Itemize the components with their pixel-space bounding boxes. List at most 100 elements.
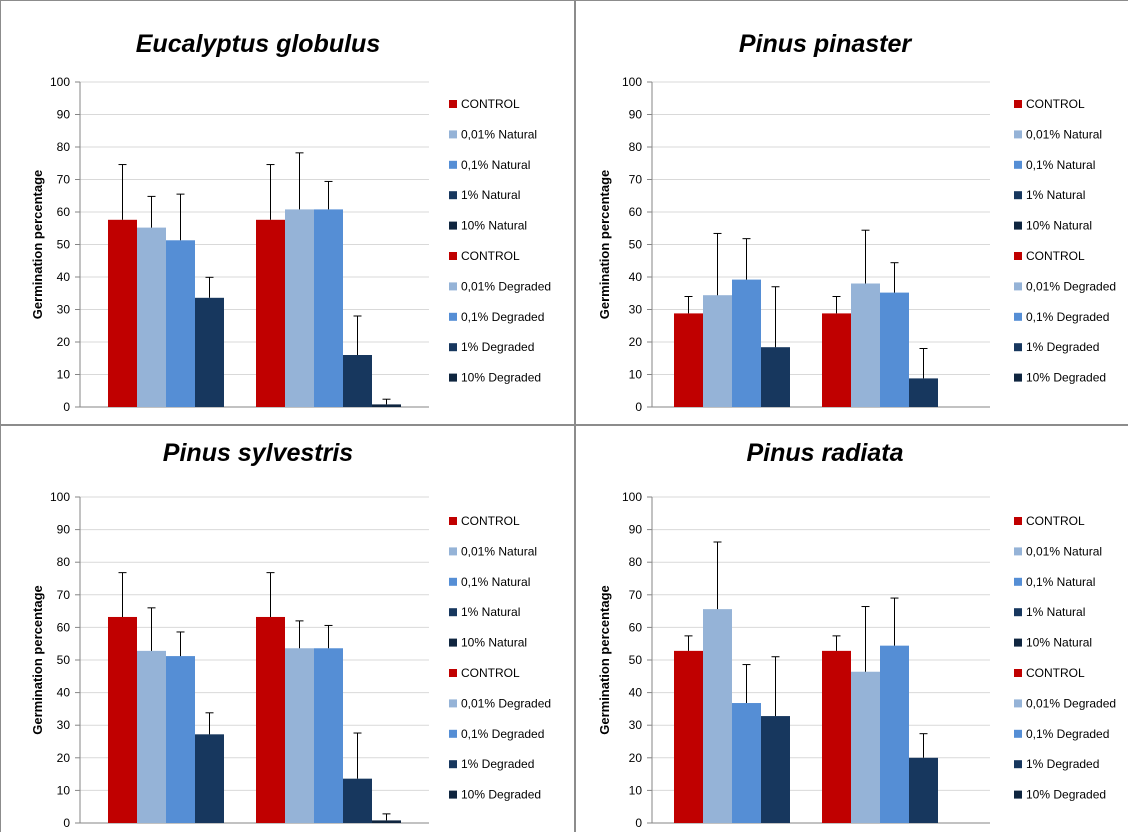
legend-swatch [1014, 669, 1022, 677]
bar [195, 297, 224, 407]
legend-label: CONTROL [1026, 666, 1085, 680]
legend-swatch [1014, 130, 1022, 139]
legend-label: 0,01% Natural [461, 544, 537, 558]
chart-panel-pinaster: Pinus pinaster 0 10 20 30 40 50 60 70 80 90 100 Germ… [575, 0, 1128, 424]
y-tick-label: 100 [50, 490, 70, 504]
y-tick-label: 80 [629, 140, 643, 154]
y-tick-label: 50 [57, 238, 71, 252]
legend-swatch [449, 221, 457, 230]
bar [285, 209, 314, 407]
bar [909, 378, 938, 407]
y-tick-label: 90 [629, 523, 643, 537]
legend-swatch [1014, 252, 1022, 260]
legend-label: 1% Degraded [1026, 340, 1099, 354]
legend-label: 0,1% Natural [461, 158, 530, 172]
chart-panel-sylvestris: Pinus sylvestris 0 10 20 30 40 50 60 70 80 90 100 Ge… [0, 425, 574, 832]
y-tick-label: 60 [629, 620, 643, 634]
legend-label: 10% Degraded [461, 788, 541, 802]
legend-label: 10% Degraded [1026, 371, 1106, 385]
y-tick-label: 70 [57, 173, 71, 187]
legend-label: 1% Natural [1026, 188, 1085, 202]
chart-title: Pinus radiata [747, 439, 904, 467]
legend-swatch [449, 790, 457, 799]
y-tick-label: 20 [57, 335, 71, 349]
legend-label: 0,1% Degraded [1026, 310, 1109, 324]
legend-swatch [1014, 160, 1022, 169]
legend-swatch [1014, 699, 1022, 708]
y-tick-label: 70 [57, 588, 71, 602]
y-tick-label: 40 [57, 270, 71, 284]
legend-swatch [449, 669, 457, 677]
legend-label: 10% Natural [1026, 219, 1092, 233]
legend-swatch [1014, 729, 1022, 738]
frame-horizontal-divider [0, 424, 1128, 426]
legend-label: CONTROL [461, 97, 520, 111]
y-tick-label: 10 [629, 783, 643, 797]
y-axis-label: Germination percentage [597, 585, 612, 735]
legend-label: 0,1% Natural [1026, 575, 1095, 589]
y-axis-label: Germination percentage [30, 170, 45, 320]
y-tick-label: 40 [629, 686, 643, 700]
bar [256, 219, 285, 407]
legend-swatch [449, 100, 457, 108]
bar [703, 609, 732, 823]
chart-title: Eucalyptus globulus [136, 30, 381, 58]
legend-swatch [449, 191, 457, 200]
y-tick-label: 90 [57, 523, 71, 537]
y-tick-label: 100 [50, 75, 70, 89]
y-tick-label: 80 [57, 555, 71, 569]
y-tick-label: 100 [622, 490, 642, 504]
bar [166, 240, 195, 407]
frame-vertical-divider [574, 0, 576, 832]
legend-swatch [1014, 312, 1022, 321]
bar [909, 757, 938, 823]
legend-label: 10% Degraded [461, 371, 541, 385]
y-tick-label: 30 [629, 303, 643, 317]
y-tick-label: 0 [63, 400, 70, 414]
legend-swatch [449, 699, 457, 708]
bar [314, 648, 343, 823]
legend-label: 0,01% Degraded [1026, 279, 1116, 293]
legend-swatch [449, 608, 457, 617]
legend-swatch [449, 760, 457, 769]
bar [314, 209, 343, 407]
y-tick-label: 70 [629, 588, 643, 602]
legend-swatch [1014, 517, 1022, 525]
legend-swatch [449, 729, 457, 738]
y-tick-label: 0 [63, 816, 70, 830]
y-tick-label: 10 [57, 368, 71, 382]
legend-swatch [1014, 760, 1022, 769]
y-tick-label: 50 [629, 653, 643, 667]
legend-label: 1% Natural [1026, 605, 1085, 619]
legend-label: 0,01% Natural [1026, 544, 1102, 558]
legend-swatch [1014, 373, 1022, 382]
bar [343, 355, 372, 407]
legend-swatch [449, 282, 457, 291]
legend-label: 0,01% Degraded [461, 279, 551, 293]
y-tick-label: 40 [57, 686, 71, 700]
legend-label: 1% Degraded [461, 757, 534, 771]
legend-label: 1% Natural [461, 605, 520, 619]
legend-label: CONTROL [461, 666, 520, 680]
y-tick-label: 10 [629, 368, 643, 382]
bar [195, 734, 224, 823]
bar [732, 703, 761, 823]
chart-title: Pinus pinaster [739, 30, 913, 58]
legend-swatch [449, 343, 457, 352]
legend-label: CONTROL [461, 249, 520, 263]
legend-label: 0,01% Natural [1026, 127, 1102, 141]
chart-panel-eucalyptus: Eucalyptus globulus 0 10 20 30 40 50 60 70 80 90 10… [0, 0, 574, 424]
legend-swatch [1014, 547, 1022, 556]
legend-swatch [449, 547, 457, 556]
legend-label: CONTROL [1026, 514, 1085, 528]
y-tick-label: 50 [57, 653, 71, 667]
bar [761, 347, 790, 407]
legend-swatch [449, 160, 457, 169]
chart-svg: Pinus radiata 0 10 20 30 40 50 60 70 80 90 100 Germi… [597, 439, 1116, 830]
chart-svg: Pinus pinaster 0 10 20 30 40 50 60 70 80 90 100 Germ… [597, 30, 1116, 414]
legend-swatch [449, 638, 457, 647]
legend-swatch [1014, 577, 1022, 586]
legend-swatch [449, 517, 457, 525]
y-tick-label: 70 [629, 173, 643, 187]
legend-label: 10% Natural [461, 219, 527, 233]
